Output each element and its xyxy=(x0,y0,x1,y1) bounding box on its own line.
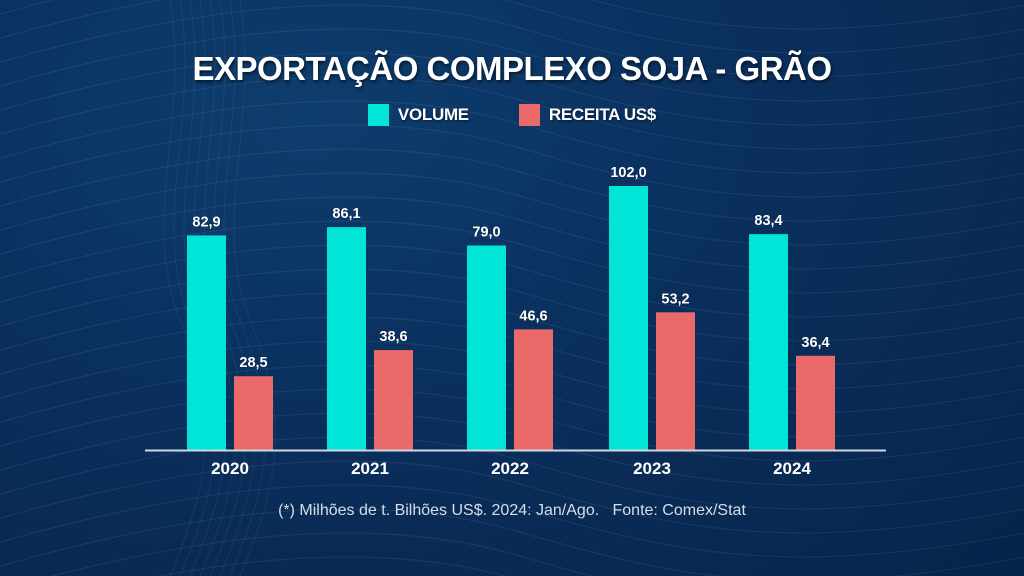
data-label-volume-2020: 82,9 xyxy=(192,214,220,230)
bar-receita-2023 xyxy=(656,312,695,450)
contour-line xyxy=(0,124,1024,198)
contour-line xyxy=(0,220,1024,294)
x-tick-label-2020: 2020 xyxy=(211,459,249,478)
data-label-receita-2022: 46,6 xyxy=(519,308,547,324)
data-label-volume-2024: 83,4 xyxy=(754,213,782,229)
bar-volume-2022 xyxy=(467,245,506,450)
contour-line xyxy=(0,292,1024,366)
bar-receita-2020 xyxy=(234,376,273,450)
footnote-source: (*) Milhões de t. Bilhões US$. 2024: Jan… xyxy=(278,502,746,519)
contour-line xyxy=(50,532,594,576)
data-label-volume-2023: 102,0 xyxy=(610,165,646,181)
contour-line xyxy=(0,268,1024,342)
contour-line xyxy=(0,172,1024,246)
bar-volume-2020 xyxy=(187,235,226,450)
contour-line xyxy=(0,244,1024,318)
legend: VOLUME RECEITA US$ xyxy=(0,104,1024,126)
contour-line xyxy=(163,0,206,576)
legend-swatch-volume xyxy=(367,104,389,126)
bar-receita-2022 xyxy=(514,329,553,450)
contour-line xyxy=(0,28,1024,102)
data-label-volume-2022: 79,0 xyxy=(472,225,500,241)
legend-label-volume: VOLUME xyxy=(397,105,469,124)
data-label-receita-2020: 28,5 xyxy=(239,355,267,371)
bar-receita-2024 xyxy=(796,355,835,450)
contour-line xyxy=(0,460,1024,534)
x-tick-label-2024: 2024 xyxy=(773,459,811,478)
contour-line xyxy=(0,148,1024,222)
data-label-receita-2024: 36,4 xyxy=(801,335,829,351)
x-tick-label-2022: 2022 xyxy=(491,459,529,478)
contour-line xyxy=(223,0,266,576)
x-tick-label-2021: 2021 xyxy=(351,459,389,478)
data-label-receita-2021: 38,6 xyxy=(379,329,407,345)
chart-title: EXPORTAÇÃO COMPLEXO SOJA - GRÃO xyxy=(192,50,832,87)
contour-line xyxy=(0,0,1024,54)
data-label-receita-2023: 53,2 xyxy=(661,291,689,307)
bar-volume-2021 xyxy=(327,227,366,450)
bar-receita-2021 xyxy=(374,350,413,450)
contour-line xyxy=(0,508,1024,576)
contour-line xyxy=(213,0,256,576)
contour-line xyxy=(0,52,1024,126)
bar-volume-2024 xyxy=(749,234,788,450)
contour-line xyxy=(0,0,1024,30)
legend-swatch-receita xyxy=(518,104,540,126)
contour-line xyxy=(233,0,276,576)
legend-label-receita: RECEITA US$ xyxy=(548,105,657,124)
x-tick-label-2023: 2023 xyxy=(633,459,671,478)
legend-item-volume: VOLUME xyxy=(367,104,469,126)
contour-line xyxy=(0,4,1024,78)
bar-volume-2023 xyxy=(609,186,648,450)
legend-item-receita: RECEITA US$ xyxy=(518,104,657,126)
contour-line xyxy=(0,76,1024,150)
contour-line xyxy=(0,436,1024,510)
contour-line xyxy=(0,484,1024,558)
contour-line xyxy=(0,196,1024,270)
data-label-volume-2021: 86,1 xyxy=(332,206,360,222)
